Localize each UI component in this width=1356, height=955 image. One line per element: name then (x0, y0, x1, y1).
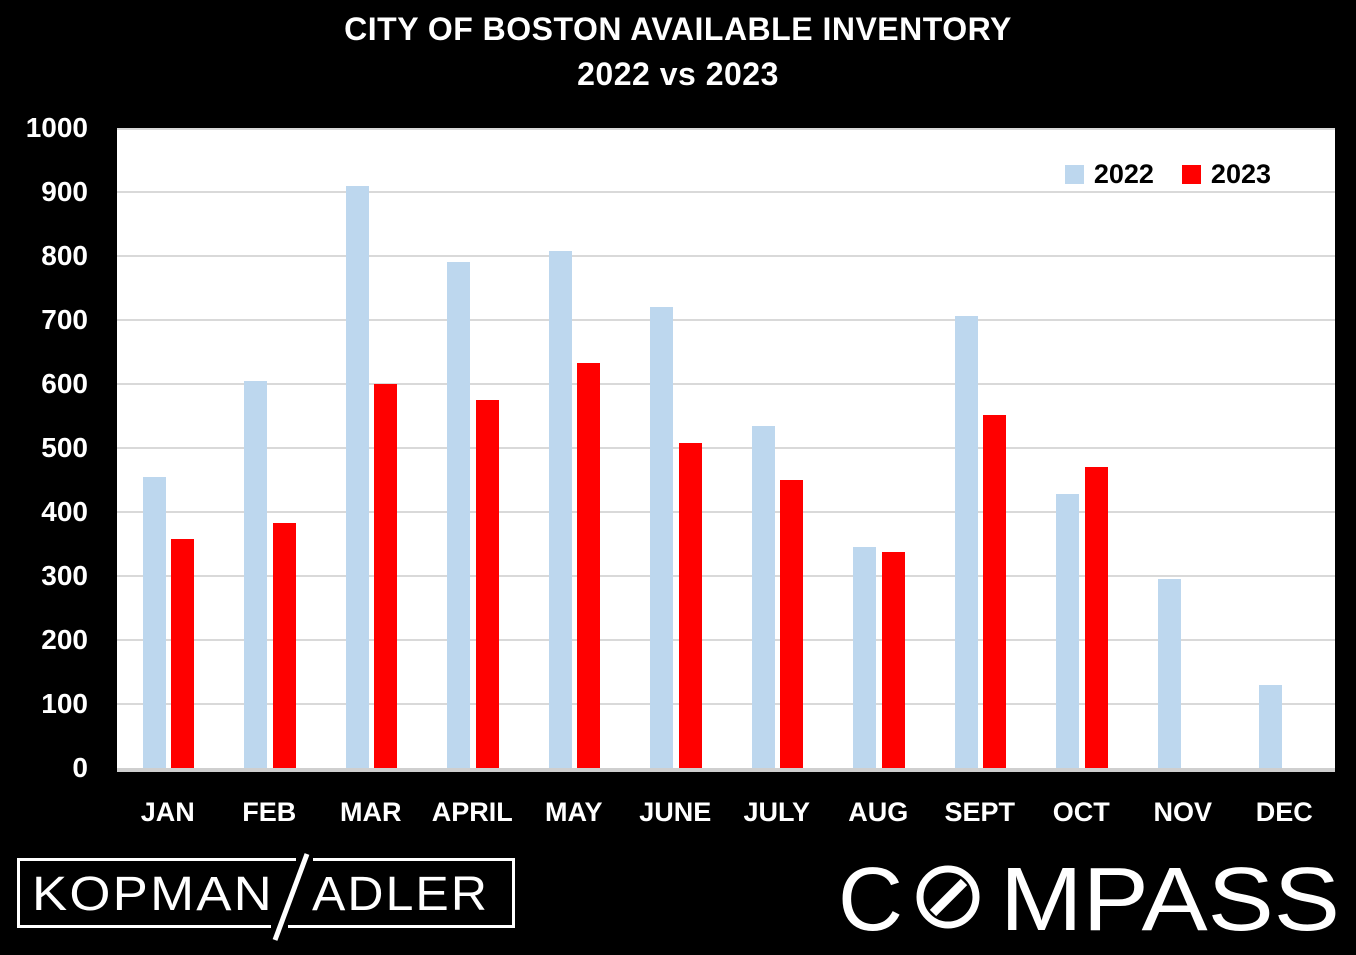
bar-2023-may (577, 362, 600, 768)
bar-2023-july (780, 480, 803, 768)
x-axis-label-oct: OCT (1052, 797, 1110, 827)
x-axis-label-may: MAY (544, 797, 603, 827)
x-axis-label-nov: NOV (1153, 797, 1212, 827)
x-axis-label-july: JULY (743, 797, 811, 827)
logo-slash-icon (272, 853, 310, 941)
chart-title-line2: 2022 vs 2023 (577, 56, 779, 92)
bar-2023-oct (1084, 467, 1108, 768)
bar-2022-oct (1056, 494, 1079, 768)
legend-item-2023: 2023 (1181, 159, 1271, 190)
y-axis-label-800: 800 (41, 240, 88, 271)
x-axis-label-aug: AUG (848, 797, 909, 827)
bar-2023-feb (272, 522, 296, 768)
compass-logo-graphic: C MPASS (838, 850, 1340, 950)
x-axis-label-april: APRIL (431, 797, 513, 827)
kopman-adler-logo-frame: KOPMAN ADLER (17, 853, 515, 941)
legend-label-2023: 2023 (1210, 159, 1271, 189)
bar-2022-sept (954, 315, 978, 768)
y-axis-label-1000: 1000 (25, 112, 88, 143)
x-axis-label-jan: JAN (140, 797, 195, 827)
bar-2023-april (475, 400, 499, 768)
gridline-700 (117, 319, 1335, 321)
bar-2022-dec (1259, 684, 1282, 768)
compass-c-text: C (838, 850, 903, 950)
compass-logo: C MPASS (836, 850, 1348, 955)
x-axis-label-dec: DEC (1255, 797, 1313, 827)
y-axis-label-900: 900 (41, 176, 88, 207)
logo-box-right (288, 858, 515, 928)
bar-2023-sept (983, 414, 1006, 768)
y-axis-label-200: 200 (41, 624, 88, 655)
y-axis-label-400: 400 (41, 496, 88, 527)
chart-title: CITY OF BOSTON AVAILABLE INVENTORY 2022 … (0, 7, 1356, 97)
bar-2023-mar (374, 384, 397, 768)
x-axis-label-june: JUNE (639, 797, 712, 827)
bar-2022-may (548, 250, 572, 768)
logo-box-left (17, 858, 296, 928)
bar-2022-mar (345, 185, 369, 768)
gridline-600 (117, 383, 1335, 385)
kopman-text: KOPMAN (32, 868, 274, 921)
bar-2022-jan (142, 476, 166, 768)
legend-item-2022: 2022 (1064, 159, 1154, 190)
bar-2022-feb (244, 380, 267, 768)
y-axis-label-300: 300 (41, 560, 88, 591)
x-axis-label-mar: MAR (340, 797, 402, 827)
bar-2022-nov (1157, 579, 1181, 768)
legend-swatch-2023 (1181, 165, 1201, 184)
y-axis-label-700: 700 (41, 304, 88, 335)
chart-title-line1: CITY OF BOSTON AVAILABLE INVENTORY (344, 11, 1012, 47)
bar-2023-jan (171, 538, 194, 768)
x-axis-label-sept: SEPT (944, 797, 1016, 827)
bar-2022-april (447, 262, 470, 768)
compass-mpass-text: MPASS (1000, 850, 1340, 950)
bar-2023-aug (881, 551, 905, 768)
gridline-900 (117, 191, 1335, 193)
gridline-300 (117, 575, 1335, 577)
compass-o-icon (916, 865, 980, 929)
bar-2022-june (650, 307, 673, 768)
plot-area: 2022 2023 (117, 128, 1335, 772)
gridline-1000 (117, 128, 1335, 130)
gridline-500 (117, 447, 1335, 449)
gridline-200 (117, 639, 1335, 641)
kopman-adler-logo: KOPMAN ADLER (15, 850, 517, 949)
y-axis-label-500: 500 (41, 432, 88, 463)
y-axis-label-600: 600 (41, 368, 88, 399)
bar-2023-june (678, 442, 702, 768)
adler-text: ADLER (312, 868, 489, 921)
x-axis-label-feb: FEB (242, 797, 297, 827)
legend-swatch-2022 (1064, 165, 1084, 184)
bar-2022-aug (853, 547, 876, 768)
y-axis-label-0: 0 (72, 752, 88, 783)
gridline-400 (117, 511, 1335, 513)
gridline-800 (117, 255, 1335, 257)
legend: 2022 2023 (1064, 159, 1271, 190)
legend-label-2022: 2022 (1093, 159, 1154, 189)
gridline-100 (117, 703, 1335, 705)
bar-2022-july (751, 425, 775, 768)
y-axis-label-100: 100 (41, 688, 88, 719)
